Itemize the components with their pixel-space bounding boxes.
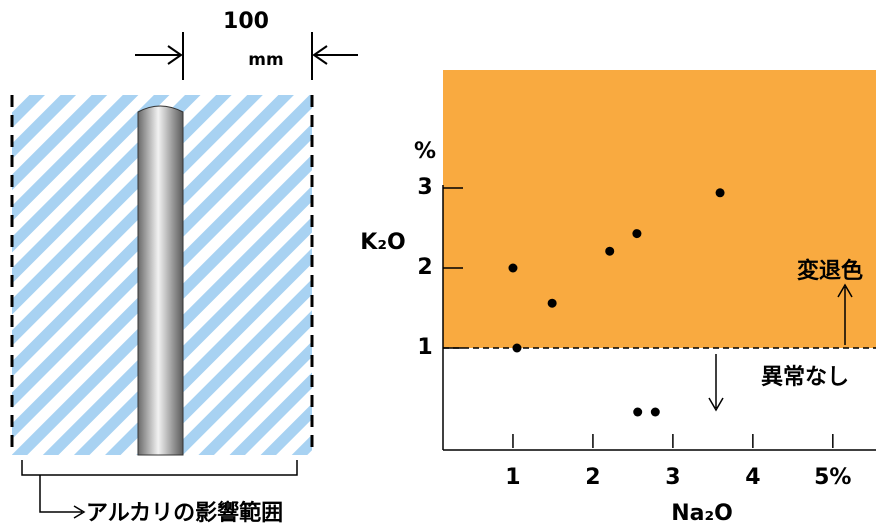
arrow-up	[837, 283, 853, 345]
point	[508, 263, 518, 273]
y-tick-label: 2	[417, 255, 432, 280]
bracket-arrow	[39, 475, 86, 519]
y-unit: %	[414, 139, 436, 164]
dim-arrow	[135, 45, 183, 65]
x-tick-label: 5%	[814, 465, 851, 490]
x-axis-label: Na₂O	[671, 501, 733, 526]
point	[650, 407, 660, 417]
arrow-down	[708, 354, 724, 412]
x-tick-label: 4	[745, 465, 760, 490]
region-above	[443, 70, 876, 348]
dimension-value: 100	[223, 9, 269, 34]
y-tick-label: 1	[417, 335, 432, 360]
point	[632, 229, 642, 239]
range-label: アルカリの影響範囲	[86, 500, 283, 526]
point	[605, 246, 615, 256]
x-tick-label: 3	[665, 465, 680, 490]
region-above-label: 変退色	[797, 258, 863, 284]
x-tick-label: 2	[585, 465, 600, 490]
point	[633, 407, 643, 417]
x-tick-label: 1	[505, 465, 520, 490]
point	[512, 343, 522, 353]
dim-arrow	[312, 45, 358, 65]
y-tick-label: 3	[417, 175, 432, 200]
concrete-diagram: 100 mm アルカリの影響範囲	[10, 9, 358, 526]
point	[547, 298, 557, 308]
rod	[137, 105, 184, 456]
point	[715, 188, 725, 198]
y-axis-label: K₂O	[360, 230, 405, 255]
region-below-label: 異常なし	[761, 364, 849, 390]
dimension-unit: mm	[248, 50, 283, 70]
bracket	[21, 460, 298, 476]
